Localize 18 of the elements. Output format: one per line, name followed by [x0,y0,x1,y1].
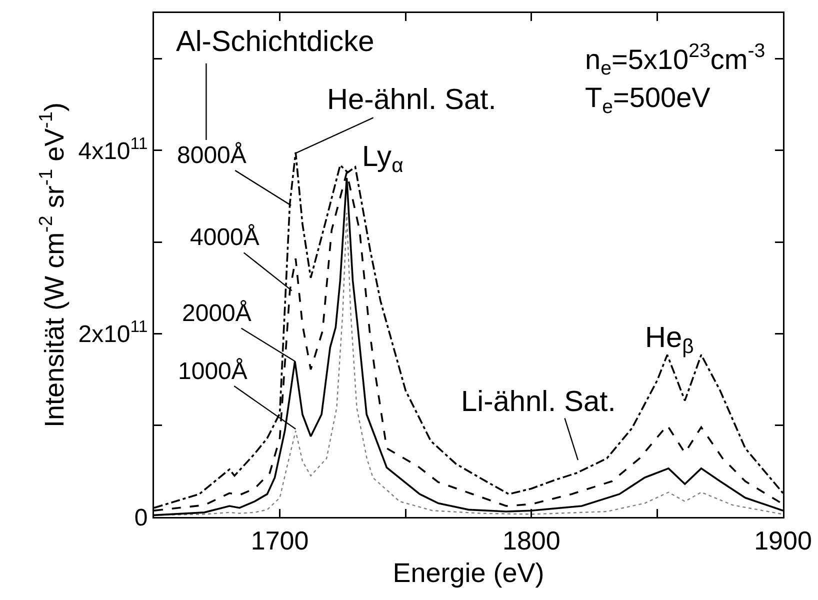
annotation: He$_{β}$ [645,322,694,358]
legend-title: Al-Schichtdicke [176,26,374,58]
annotation: Ly$_{α}$ [362,141,404,178]
x-axis-title: Energie (eV) [392,558,544,588]
x-tick-label: 1700 [250,526,309,556]
annotation: 1000Å [178,358,248,385]
annotation: 4000Å [190,224,260,251]
annotation: n$_{e}$=5x10$^{23}$cm$^{-3}$ [585,40,766,80]
y-tick-label: 4x10$^{11}$ [78,134,148,165]
annotation: 8000Å [177,142,246,169]
y-tick-label: 2x10$^{11}$ [78,317,148,348]
annotation: 2000Å [182,300,252,327]
x-tick-label: 1800 [502,526,560,556]
x-tick-label: 1900 [754,526,812,556]
annotation: Li-ähnl. Sat. [461,386,616,418]
annotation: T$_{e}$=500eV [585,82,711,118]
annotation: He-ähnl. Sat. [327,84,496,116]
y-tick-label: 0 [134,504,148,532]
